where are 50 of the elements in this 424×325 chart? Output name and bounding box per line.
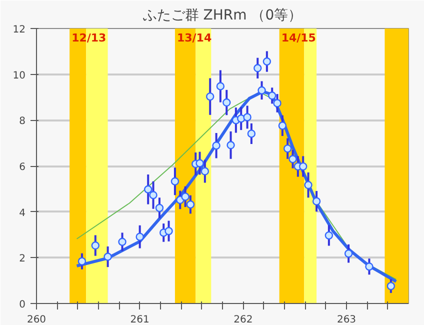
y-tick-label: 6 [19, 162, 26, 173]
point [262, 57, 272, 66]
point [104, 252, 112, 261]
point [324, 231, 334, 240]
point [222, 98, 231, 107]
point [258, 86, 266, 94]
x-tick-label: 262 [234, 314, 253, 325]
point [200, 167, 210, 176]
point [206, 92, 214, 101]
point [312, 197, 321, 206]
point [284, 144, 292, 153]
point [78, 257, 86, 266]
point [254, 64, 262, 72]
x-tick-label: 260 [26, 314, 46, 325]
point [386, 282, 396, 290]
point [268, 92, 276, 100]
point [164, 226, 173, 236]
point [273, 99, 282, 108]
y-tick-label: 12 [12, 24, 26, 36]
point [288, 155, 297, 164]
point [243, 113, 252, 122]
point [278, 122, 287, 130]
point [237, 114, 246, 123]
band-label: 12/13 [72, 32, 106, 44]
point [149, 191, 158, 200]
point [365, 262, 374, 271]
point [136, 232, 144, 241]
point [170, 177, 180, 186]
point [91, 241, 100, 250]
point [118, 238, 126, 246]
point [216, 82, 225, 90]
point [247, 130, 256, 138]
point [344, 249, 353, 258]
point [181, 192, 190, 201]
x-tick-label: 261 [130, 314, 150, 325]
y-tick-label: 0 [19, 300, 26, 310]
y-tick-label: 4 [19, 208, 26, 219]
chart-title: ふたご群 ZHRm （0等） [142, 8, 302, 24]
x-tick-label: 263 [336, 314, 356, 325]
point [226, 141, 235, 150]
y-tick-label: 2 [19, 254, 26, 265]
point [155, 204, 164, 212]
y-tick-label: 10 [12, 70, 26, 82]
point [186, 200, 195, 209]
point [144, 185, 152, 194]
y-tick-label: 8 [19, 116, 26, 128]
point [196, 159, 204, 168]
point [299, 162, 308, 171]
point [212, 142, 220, 150]
point [304, 180, 312, 190]
